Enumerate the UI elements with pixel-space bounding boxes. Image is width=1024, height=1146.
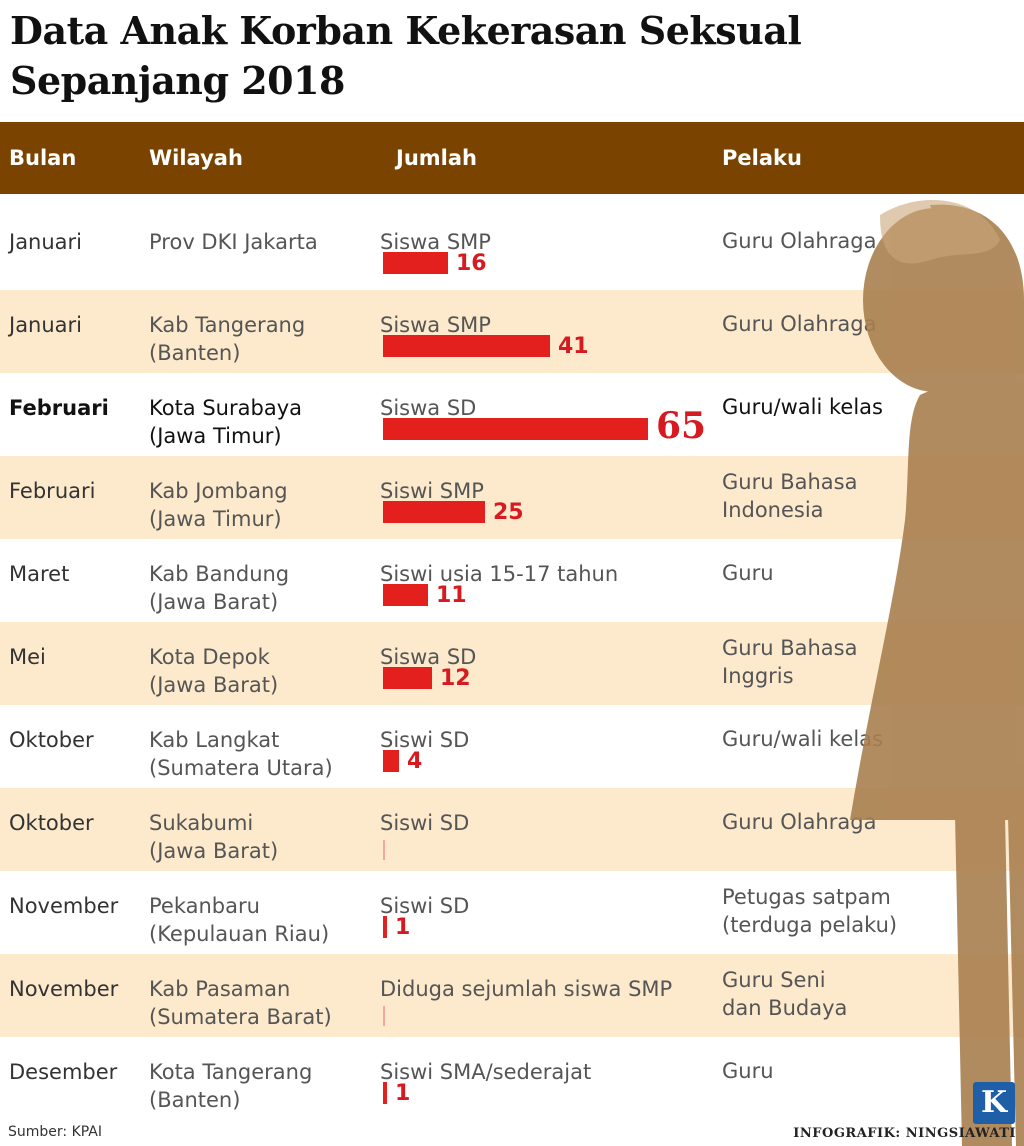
row-perpetrator: Guru/wali kelas xyxy=(722,727,883,751)
row-perpetrator: Guru Bahasa Inggris xyxy=(722,636,858,688)
row-perpetrator: Guru xyxy=(722,1059,774,1083)
row-month: Januari xyxy=(9,230,83,254)
table-row: November Pekanbaru (Kepulauan Riau) Siswi … xyxy=(0,871,1024,954)
table-row: Mei Kota Depok (Jawa Barat) Siswa SD Guru B… xyxy=(0,622,1024,705)
row-region: Kota Depok (Jawa Barat) xyxy=(149,645,279,697)
bar-value-label: 25 xyxy=(493,500,524,525)
row-perpetrator: Guru/wali kelas xyxy=(722,395,883,419)
table-row: Januari Kab Tangerang (Banten) Siswa SMP Gu… xyxy=(0,290,1024,373)
row-victims: Siswa SD xyxy=(380,645,477,669)
header-wilayah: Wilayah xyxy=(149,146,243,170)
bar xyxy=(383,916,387,938)
row-victims: Siswi usia 15-17 tahun xyxy=(380,562,619,586)
row-region: Kab Tangerang (Banten) xyxy=(149,313,306,365)
bar-value-label: 1 xyxy=(395,915,411,940)
bar xyxy=(383,584,428,606)
row-perpetrator: Guru Bahasa Indonesia xyxy=(722,470,858,522)
table-row: Oktober Sukabumi (Jawa Barat) Siswi SD Guru… xyxy=(0,788,1024,871)
row-month: November xyxy=(9,977,119,1001)
bar xyxy=(383,667,432,689)
row-month: Desember xyxy=(9,1060,118,1084)
row-perpetrator: Guru Olahraga xyxy=(722,229,877,253)
source-note: Sumber: KPAI xyxy=(8,1124,103,1140)
table-row: Februari Kota Surabaya (Jawa Timur) Siswa … xyxy=(0,373,1024,456)
bar-value-label: 41 xyxy=(558,334,589,359)
bar xyxy=(383,418,648,440)
row-perpetrator: Guru xyxy=(722,561,774,585)
bar-value-label: 11 xyxy=(436,583,467,608)
row-victims: Siswi SD xyxy=(380,728,470,752)
header-pelaku: Pelaku xyxy=(722,146,802,170)
row-month: Maret xyxy=(9,562,70,586)
row-perpetrator: Petugas satpam (terduga pelaku) xyxy=(722,885,898,937)
bar-value-label: 65 xyxy=(656,405,707,447)
bar-value-label: 4 xyxy=(407,749,423,774)
row-victims: Diduga sejumlah siswa SMP xyxy=(380,977,673,1001)
row-region: Kab Jombang (Jawa Timur) xyxy=(149,479,288,531)
infographic-credit: INFOGRAFIK: NINGSIAWATI xyxy=(793,1126,1016,1141)
row-victims: Siswi SMP xyxy=(380,479,484,503)
header-jumlah: Jumlah xyxy=(396,146,477,170)
table-row: Desember Kota Tangerang (Banten) Siswi SMA… xyxy=(0,1037,1024,1120)
header-bulan: Bulan xyxy=(9,146,77,170)
page-title: Data Anak Korban Kekerasan Seksual Sepan… xyxy=(10,8,802,103)
row-region: Kab Bandung (Jawa Barat) xyxy=(149,562,290,614)
row-region: Pekanbaru (Kepulauan Riau) xyxy=(149,894,330,946)
bar xyxy=(383,840,385,860)
row-region: Prov DKI Jakarta xyxy=(149,230,318,254)
row-victims: Siswi SD xyxy=(380,811,470,835)
row-month: Oktober xyxy=(9,811,94,835)
bar xyxy=(383,750,399,772)
row-victims: Siswa SMP xyxy=(380,230,491,254)
bar xyxy=(383,1082,387,1104)
row-region: Kota Tangerang (Banten) xyxy=(149,1060,313,1112)
row-perpetrator: Guru Olahraga xyxy=(722,810,877,834)
row-month: Februari xyxy=(9,479,96,503)
bar xyxy=(383,501,485,523)
table-row: Februari Kab Jombang (Jawa Timur) Siswi SM… xyxy=(0,456,1024,539)
row-region: Kab Langkat (Sumatera Utara) xyxy=(149,728,333,780)
row-month: Januari xyxy=(9,313,83,337)
table-row: November Kab Pasaman (Sumatera Barat) Didu… xyxy=(0,954,1024,1037)
table-header: Bulan Wilayah Jumlah Pelaku xyxy=(0,122,1024,194)
row-month: November xyxy=(9,894,119,918)
row-month: Februari xyxy=(9,396,109,420)
kompas-logo: K xyxy=(973,1082,1015,1124)
table-row: Januari Prov DKI Jakarta Siswa SMP Guru Ola… xyxy=(0,207,1024,290)
row-victims: Siswa SD xyxy=(380,396,477,420)
table-row: Oktober Kab Langkat (Sumatera Utara) Siswi… xyxy=(0,705,1024,788)
row-victims: Siswa SMP xyxy=(380,313,491,337)
row-month: Mei xyxy=(9,645,46,669)
row-region: Kota Surabaya (Jawa Timur) xyxy=(149,396,302,448)
bar xyxy=(383,252,448,274)
row-perpetrator: Guru Olahraga xyxy=(722,312,877,336)
row-victims: Siswi SMA/sederajat xyxy=(380,1060,592,1084)
row-region: Sukabumi (Jawa Barat) xyxy=(149,811,279,863)
table-row: Maret Kab Bandung (Jawa Barat) Siswi usia … xyxy=(0,539,1024,622)
bar-value-label: 12 xyxy=(440,666,471,691)
bar xyxy=(383,1006,385,1026)
row-region: Kab Pasaman (Sumatera Barat) xyxy=(149,977,332,1029)
bar-value-label: 1 xyxy=(395,1081,411,1106)
bar xyxy=(383,335,550,357)
bar-value-label: 16 xyxy=(456,251,487,276)
row-month: Oktober xyxy=(9,728,94,752)
row-victims: Siswi SD xyxy=(380,894,470,918)
row-perpetrator: Guru Seni dan Budaya xyxy=(722,968,848,1020)
